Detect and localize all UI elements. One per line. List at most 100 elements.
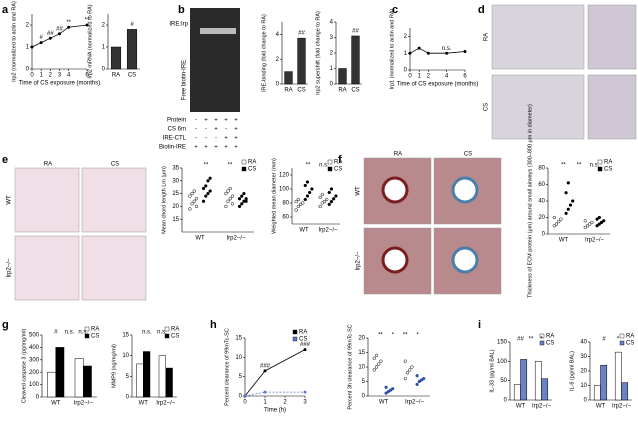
point [192,199,196,203]
y-tick-label: 20 [538,215,545,221]
gel-row-mark: + [204,145,208,151]
bar [621,382,629,401]
x-axis-label: Time of CS exposure (months) [19,81,100,87]
bar [126,29,138,70]
point [30,45,34,49]
x-tick-label: RA [284,88,292,94]
annotation: ## [47,31,54,37]
annotation: * [617,337,620,343]
legend-label: RA [604,160,612,166]
bar [600,364,608,401]
y-tick-label: 30 [172,178,179,184]
legend-swatch [84,326,90,332]
gel [190,8,240,112]
y-tick-label: 2 [276,57,280,63]
gel-row-mark: - [205,136,207,142]
y-tick-label: 100 [29,382,40,388]
gel-label: Free biotin-IRE [182,60,188,100]
point [426,51,430,55]
annotation: ## [352,29,359,35]
y-tick-label: 150 [497,340,508,346]
legend-label: CS [171,334,179,340]
bar [55,347,65,398]
y-tick-label: 20 [358,336,365,342]
point [415,382,419,387]
point [384,385,388,389]
annotation: # [130,22,134,28]
point [226,199,230,203]
y-tick-label: 5 [239,374,243,380]
legend-label: RA [334,160,342,166]
panel-label: f [338,154,342,166]
annotation: # [54,330,58,336]
series-line [31,24,88,48]
gel-row-mark: - [195,136,197,142]
bar [541,378,549,401]
row-label: CS [484,103,490,111]
legend-swatch [292,329,298,335]
point [325,197,329,202]
point [305,180,310,184]
annotation: * [416,333,419,339]
gel-row-mark: + [214,127,218,133]
legend-label: CS [334,167,342,173]
panel-label: e [2,154,8,166]
y-axis-label: Percent clearance of 99mTc-SC [224,328,230,406]
micrograph [491,74,585,140]
point [597,215,601,220]
y-tick-label: 40 [538,199,545,205]
y-tick-label: 0 [239,394,243,400]
y-axis-label: Weighted mean diameter (mm) [271,158,277,234]
legend-label: CS [626,341,634,347]
legend-swatch [292,336,298,342]
point [263,369,267,373]
point [237,204,242,209]
point [590,220,594,225]
y-tick-label: 100 [497,359,508,365]
point [408,368,412,372]
annotation: ## [56,26,63,32]
y-tick-label: 80 [538,166,545,172]
y-tick-label: 4 [330,20,334,26]
point [188,207,192,211]
gel-row-mark: + [234,145,238,151]
y-tick-label: 2 [404,34,408,40]
y-tick-label: 10 [358,365,365,371]
legend-label: RA [299,330,307,336]
point [566,181,570,185]
y-tick-label: 35 [172,166,179,172]
legend-swatch [241,159,247,165]
panel-label: d [478,4,485,16]
series-line [244,391,305,397]
point [391,387,395,391]
annotation: ## [517,337,524,343]
x-tick-label: 3 [58,73,62,79]
gel-row-mark: + [194,145,198,151]
gel-row-mark: + [224,136,228,142]
row-label: Irp2−/− [7,258,13,278]
legend-label: RA [91,327,99,333]
micrograph [14,235,80,301]
legend-label: CS [546,341,554,347]
x-tick-label: RA [112,73,120,79]
annotation: # [39,35,43,41]
annotation: ** [306,163,311,169]
annotation: n.s. [157,330,167,336]
y-tick-label: 1 [404,51,408,57]
x-tick-label: WT [139,401,149,407]
gel-row-mark: + [224,145,228,151]
point [201,186,206,191]
point [417,46,421,50]
point [564,211,568,216]
point [403,376,407,381]
col-label: RA [44,162,52,168]
y-axis-label: Irp2 supershift (fold change to RA) [315,11,321,95]
point [595,217,599,221]
x-tick-label: Irp2−/− [74,401,94,407]
point [552,224,556,228]
x-tick-label: 3 [303,400,307,406]
annotation: ## [298,31,305,37]
micrograph [81,167,147,233]
gel-row-label: Biotin-IRE [159,145,186,151]
